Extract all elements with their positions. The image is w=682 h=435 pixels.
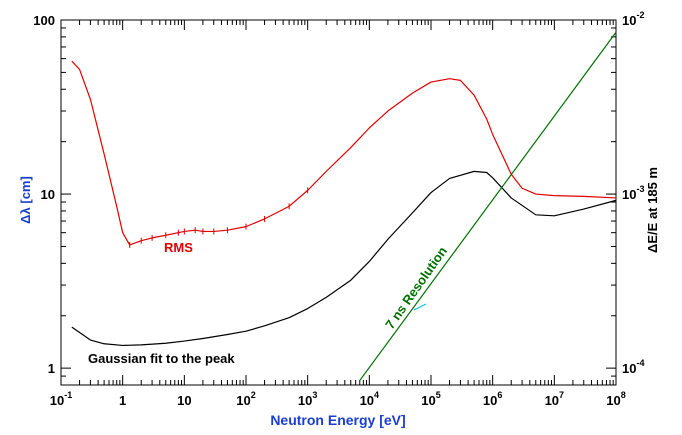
right-axis-title: ΔE/E at 185 m [645, 167, 660, 253]
x-tick-label: 10-1 [50, 390, 72, 408]
axis-ticks [60, 19, 617, 386]
left-tick-label: 1 [48, 361, 55, 376]
x-tick-label: 103 [298, 390, 317, 408]
gaussian-fit-line [71, 170, 617, 347]
rms-line [71, 60, 617, 246]
left-axis-title: Δλ [cm] [18, 176, 33, 224]
resolution-line [359, 31, 617, 381]
x-tick-label: 108 [606, 390, 625, 408]
x-tick-label: 102 [236, 390, 255, 408]
gaussian-annotation: Gaussian fit to the peak [88, 351, 235, 366]
x-tick-label: 105 [421, 390, 440, 408]
left-tick-label: 10 [41, 187, 55, 202]
x-tick-label: 107 [545, 390, 564, 408]
tick-labels: 10-1 1 10 102 103 104 105 106 107 108 1 10 100 10-4 10… [33, 10, 644, 408]
rms-annotation: RMS [164, 240, 193, 255]
x-tick-label: 104 [360, 390, 379, 408]
left-tick-label: 100 [33, 13, 55, 28]
right-tick-label: 10-3 [622, 184, 644, 202]
right-tick-label: 10-2 [622, 10, 644, 28]
x-tick-label: 106 [483, 390, 502, 408]
data-series [71, 31, 617, 381]
right-tick-label: 10-4 [622, 358, 644, 376]
x-tick-label: 1 [119, 393, 126, 408]
x-axis-title: Neutron Energy [eV] [270, 412, 405, 428]
cyan-marker [413, 303, 427, 311]
plot-frame [60, 19, 617, 386]
resolution-annotation: 7 ns Resolution [382, 244, 450, 332]
x-tick-label: 10 [177, 393, 191, 408]
